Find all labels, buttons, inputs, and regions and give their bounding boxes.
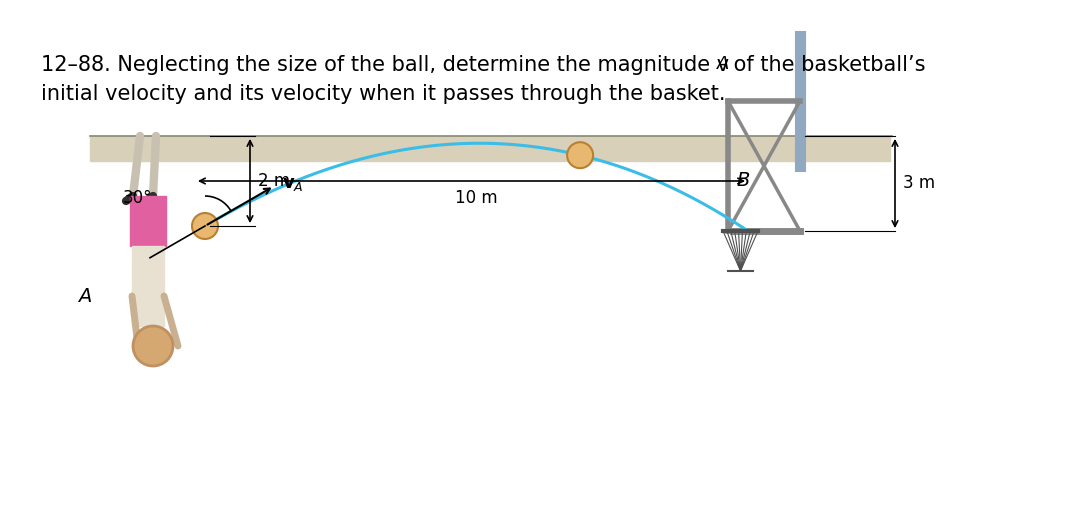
Text: 30°: 30°: [122, 189, 152, 207]
Text: 3 m: 3 m: [903, 175, 935, 193]
Text: 2 m: 2 m: [258, 172, 291, 190]
Text: initial velocity and its velocity when it passes through the basket.: initial velocity and its velocity when i…: [41, 84, 726, 104]
Text: A: A: [79, 287, 92, 306]
Bar: [130, 196, 166, 246]
Text: A: A: [717, 55, 729, 73]
Text: $\mathbf{v}_A$: $\mathbf{v}_A$: [282, 175, 303, 193]
Bar: [90, 136, 890, 161]
Text: 12–88. Neglecting the size of the ball, determine the magnitude v: 12–88. Neglecting the size of the ball, …: [41, 55, 729, 75]
Text: of the basketball’s: of the basketball’s: [727, 55, 926, 75]
Text: 10 m: 10 m: [455, 189, 498, 207]
Circle shape: [567, 142, 593, 168]
Bar: [132, 246, 164, 326]
Circle shape: [192, 213, 218, 239]
Circle shape: [133, 326, 173, 366]
Text: B: B: [737, 171, 750, 190]
